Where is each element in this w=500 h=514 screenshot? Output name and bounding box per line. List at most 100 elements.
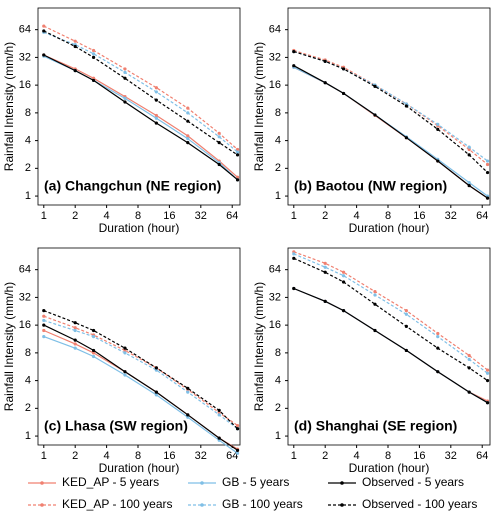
y-tick-label: 16 <box>19 79 31 91</box>
series-point <box>323 299 327 303</box>
series-line <box>43 319 238 430</box>
y-tick-label: 8 <box>275 107 281 119</box>
series-point <box>154 113 158 118</box>
series-point <box>217 413 221 417</box>
x-tick-label: 16 <box>413 210 425 222</box>
series-point <box>186 134 190 138</box>
series-point <box>186 390 190 394</box>
x-tick-label: 16 <box>163 210 175 222</box>
y-tick-label: 32 <box>19 291 31 303</box>
series-line <box>43 54 238 178</box>
y-tick-label: 64 <box>19 24 31 36</box>
x-axis-label: Duration (hour) <box>99 461 180 475</box>
series-point <box>235 153 240 157</box>
series-point <box>123 373 127 377</box>
series-line <box>293 287 488 402</box>
series-line <box>293 253 488 374</box>
series-point <box>467 153 471 157</box>
series-point <box>467 183 471 188</box>
series-line <box>293 65 488 199</box>
y-tick-label: 32 <box>19 51 31 63</box>
series-point <box>485 162 490 167</box>
x-tick-label: 16 <box>413 450 425 462</box>
series-point <box>467 145 471 149</box>
series-point <box>323 59 327 63</box>
series-line <box>43 31 238 153</box>
series-point <box>73 346 77 350</box>
series-point <box>373 289 377 294</box>
x-axis-label: Duration (hour) <box>99 221 180 235</box>
y-tick-label: 8 <box>275 347 281 359</box>
y-tick-label: 32 <box>269 51 281 63</box>
series-point <box>467 366 471 370</box>
series-point <box>235 448 240 452</box>
series-point <box>341 274 346 278</box>
series-point <box>154 390 158 394</box>
series-point <box>436 346 440 350</box>
series-point <box>341 91 346 96</box>
series-line <box>43 324 238 451</box>
legend-label: Observed - 100 years <box>362 497 477 511</box>
series-point <box>42 29 46 33</box>
series-point <box>73 338 77 342</box>
series-point <box>42 318 46 323</box>
series-line <box>43 54 238 181</box>
series-point <box>341 309 346 313</box>
series-point <box>292 256 296 260</box>
plot-frame <box>37 7 241 206</box>
y-tick-label: 16 <box>269 319 281 331</box>
legend-marker <box>40 503 44 507</box>
series-point <box>404 104 408 108</box>
series-point <box>42 335 46 339</box>
series-point <box>467 353 471 358</box>
x-tick-label: 32 <box>195 210 207 222</box>
series-point <box>42 328 46 333</box>
y-axis-label: Rainfall Intensity (mm/h) <box>2 42 16 171</box>
series-point <box>186 415 190 419</box>
y-tick-label: 8 <box>25 347 31 359</box>
series-point <box>91 335 96 339</box>
x-tick-label: 4 <box>354 450 360 462</box>
series-point <box>154 98 158 102</box>
series-point <box>217 162 221 167</box>
series-line <box>43 55 239 181</box>
series-point <box>373 293 377 297</box>
series-point <box>186 111 190 115</box>
series-point <box>123 348 127 353</box>
series-line <box>43 30 238 156</box>
series-point <box>436 331 440 336</box>
x-tick-label: 16 <box>163 450 175 462</box>
y-tick-label: 64 <box>269 24 281 36</box>
y-tick-label: 16 <box>19 319 31 331</box>
series-point <box>404 312 408 316</box>
y-tick-label: 2 <box>25 402 31 414</box>
series-point <box>373 113 377 117</box>
series-point <box>373 302 377 306</box>
x-axis-label: Duration (hour) <box>349 461 430 475</box>
legend-marker <box>200 503 204 507</box>
series-point <box>467 181 471 185</box>
series-point <box>217 131 221 135</box>
legend-marker <box>340 503 344 507</box>
series-point <box>323 265 327 269</box>
y-tick-label: 64 <box>269 264 281 276</box>
series-point <box>186 106 190 110</box>
series-point <box>485 196 490 200</box>
series-point <box>436 159 440 163</box>
panel-title: (a) Changchun (NE region) <box>44 178 221 194</box>
legend-label: Observed - 5 years <box>362 475 464 489</box>
series-point <box>485 371 490 375</box>
series-point <box>467 357 471 361</box>
series-point <box>42 323 46 327</box>
series-point <box>485 368 490 372</box>
series-point <box>217 141 221 145</box>
x-tick-label: 64 <box>226 210 238 222</box>
series-line <box>293 51 489 174</box>
x-tick-label: 4 <box>354 210 360 222</box>
series-point <box>436 122 440 126</box>
x-axis-label: Duration (hour) <box>349 221 430 235</box>
series-point <box>91 328 96 333</box>
series-point <box>123 76 127 80</box>
series-line <box>293 251 488 371</box>
